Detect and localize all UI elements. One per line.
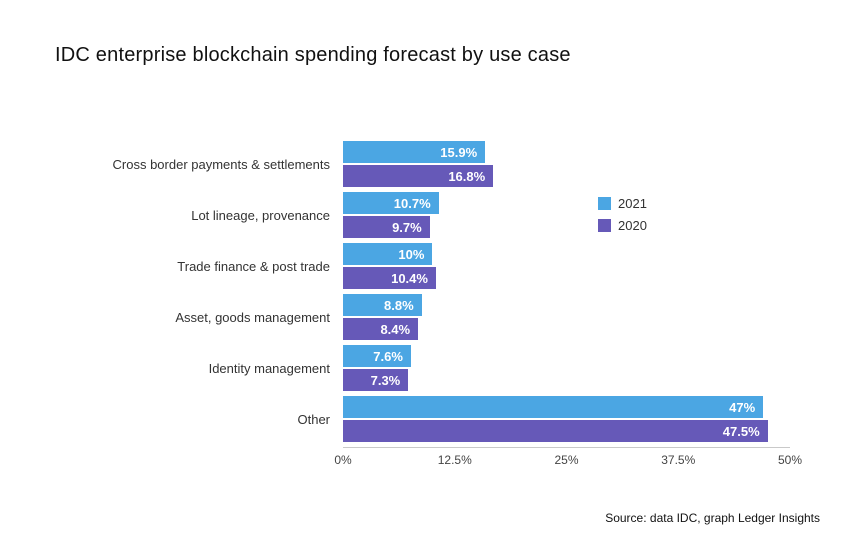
category-label: Lot lineage, provenance: [191, 207, 330, 223]
bar-pair: 10.7% 9.7%: [343, 192, 790, 238]
bar-chart: Cross border payments & settlements 15.9%…: [0, 141, 802, 468]
bar-2021: 15.9%: [343, 141, 486, 163]
x-tick: 50%: [777, 453, 803, 467]
category-group: Lot lineage, provenance 10.7% 9.7%: [0, 192, 790, 238]
chart-title: IDC enterprise blockchain spending forec…: [55, 44, 571, 66]
bar-value-label: 7.6%: [373, 348, 403, 364]
bar-value-label: 8.8%: [384, 297, 414, 313]
bar-value-label: 16.8%: [448, 168, 486, 184]
legend-label: 2021: [618, 196, 647, 211]
bar-value-label: 47.5%: [722, 423, 760, 439]
bar-value-label: 7.3%: [370, 372, 401, 388]
chart-rows: Cross border payments & settlements 15.9%…: [0, 141, 790, 442]
bar-2020: 7.3%: [343, 369, 409, 391]
category-label: Identity management: [208, 360, 330, 376]
bar-value-label: 10.7%: [393, 195, 431, 211]
category-group: Cross border payments & settlements 15.9%…: [0, 141, 790, 187]
legend-item-2021: 2021: [598, 196, 647, 211]
bar-value-label: 8.4%: [380, 321, 411, 337]
x-tick: 0%: [334, 453, 352, 467]
source-caption: Source: data IDC, graph Ledger Insights: [605, 511, 820, 525]
bar-2021: 8.8%: [343, 294, 422, 316]
bar-2021: 10%: [343, 243, 433, 265]
bar-value-label: 9.7%: [392, 219, 422, 235]
category-group: Asset, goods management 8.8% 8.4%: [0, 294, 790, 340]
bar-value-label: 10.4%: [391, 270, 428, 286]
bar-value-label: 10%: [398, 246, 425, 262]
legend-swatch: [598, 219, 611, 232]
bar-value-label: 15.9%: [440, 144, 478, 160]
category-label: Trade finance & post trade: [177, 258, 330, 274]
category-group: Other 47% 47.5%: [0, 396, 790, 442]
bar-2020: 47.5%: [343, 420, 768, 442]
bar-value-label: 47%: [729, 399, 756, 415]
bar-pair: 7.6% 7.3%: [343, 345, 790, 391]
bar-2020: 8.4%: [343, 318, 419, 340]
bar-2021: 10.7%: [343, 192, 439, 214]
legend-swatch: [598, 197, 611, 210]
legend: 2021 2020: [598, 196, 647, 233]
x-tick: 12.5%: [437, 453, 472, 467]
category-label: Other: [297, 411, 330, 427]
legend-item-2020: 2020: [598, 218, 647, 233]
bar-2021: 7.6%: [343, 345, 411, 367]
x-axis-ticks: 0% 12.5% 25% 37.5% 50%: [334, 448, 802, 468]
bar-2021: 47%: [343, 396, 764, 418]
category-group: Trade finance & post trade 10% 10.4%: [0, 243, 790, 289]
category-label: Cross border payments & settlements: [112, 156, 330, 172]
bar-2020: 16.8%: [343, 165, 494, 187]
bar-2020: 10.4%: [343, 267, 436, 289]
bar-pair: 15.9% 16.8%: [343, 141, 790, 187]
bar-pair: 10% 10.4%: [343, 243, 790, 289]
category-label: Asset, goods management: [175, 309, 330, 325]
category-group: Identity management 7.6% 7.3%: [0, 345, 790, 391]
bar-pair: 8.8% 8.4%: [343, 294, 790, 340]
bar-pair: 47% 47.5%: [343, 396, 790, 442]
x-tick: 25%: [554, 453, 579, 467]
legend-label: 2020: [618, 218, 647, 233]
x-axis-line: [343, 447, 790, 448]
x-tick: 37.5%: [661, 453, 696, 467]
bar-2020: 9.7%: [343, 216, 430, 238]
